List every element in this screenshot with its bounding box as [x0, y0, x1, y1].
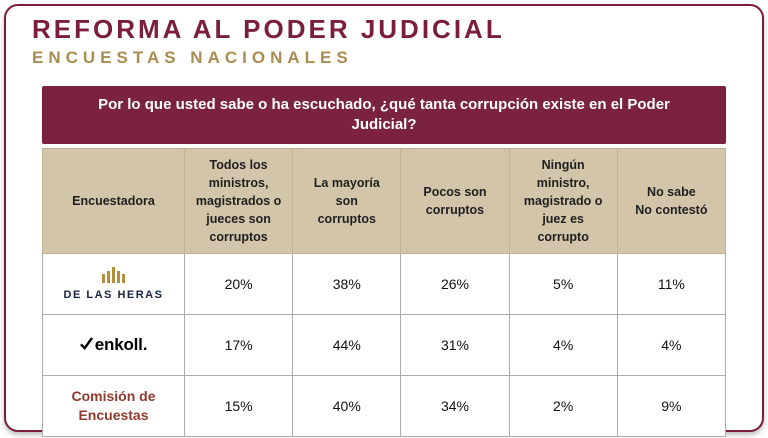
value-cell: 17% — [183, 314, 294, 376]
value-cell: 40% — [292, 375, 402, 437]
header-cell-mayoria-corruptos: La mayoría son corruptos — [292, 148, 402, 254]
header-cell-todos-corruptos: Todos los ministros, magistrados o juece… — [183, 148, 294, 254]
pollster-name: Comisión de Encuestas — [71, 388, 156, 423]
value-cell: 34% — [400, 375, 510, 437]
pollster-cell-comision: Comisión de Encuestas — [42, 375, 185, 437]
de-las-heras-icon — [101, 267, 127, 286]
checkmark-icon — [79, 337, 93, 353]
value-cell: 15% — [183, 375, 294, 437]
table-row-de-las-heras: DE LAS HERAS 20% 38% 26% 5% 11% — [42, 253, 727, 315]
value-cell: 31% — [400, 314, 510, 376]
value-cell: 5% — [508, 253, 618, 315]
question-banner: Por lo que usted sabe o ha escuchado, ¿q… — [42, 86, 726, 144]
header-cell-pocos-corruptos: Pocos son corruptos — [400, 148, 510, 254]
table-row-comision-de-encuestas: Comisión de Encuestas 15% 40% 34% 2% 9% — [42, 375, 727, 437]
de-las-heras-logo: DE LAS HERAS — [45, 267, 182, 301]
table-row-enkoll: enkoll. 17% 44% 31% 4% 4% — [42, 314, 727, 376]
value-cell: 9% — [616, 375, 727, 437]
value-cell: 2% — [508, 375, 618, 437]
page-title: REFORMA AL PODER JUDICIAL — [32, 14, 505, 44]
value-cell: 20% — [183, 253, 294, 315]
header-cell-ningun-corrupto: Ningún ministro, magistrado o juez es co… — [508, 148, 618, 254]
pollster-cell-enkoll: enkoll. — [42, 314, 185, 376]
pollster-name: enkoll. — [94, 335, 148, 354]
enkoll-logo: enkoll. — [45, 335, 182, 355]
value-cell: 4% — [616, 314, 727, 376]
value-cell: 4% — [508, 314, 618, 376]
pollster-name: DE LAS HERAS — [63, 289, 164, 301]
question-text: Por lo que usted sabe o ha escuchado, ¿q… — [98, 95, 670, 133]
value-cell: 44% — [292, 314, 402, 376]
header-cell-no-sabe: No sabe No contestó — [616, 148, 727, 254]
pollster-cell-de-las-heras: DE LAS HERAS — [42, 253, 185, 315]
survey-table: Encuestadora Todos los ministros, magist… — [42, 148, 727, 437]
value-cell: 38% — [292, 253, 402, 315]
table-header-row: Encuestadora Todos los ministros, magist… — [42, 148, 727, 254]
page-subtitle: ENCUESTAS NACIONALES — [32, 48, 353, 67]
slide-frame: REFORMA AL PODER JUDICIAL ENCUESTAS NACI… — [4, 4, 764, 437]
value-cell: 11% — [616, 253, 727, 315]
header-cell-encuestadora: Encuestadora — [42, 148, 185, 254]
value-cell: 26% — [400, 253, 510, 315]
